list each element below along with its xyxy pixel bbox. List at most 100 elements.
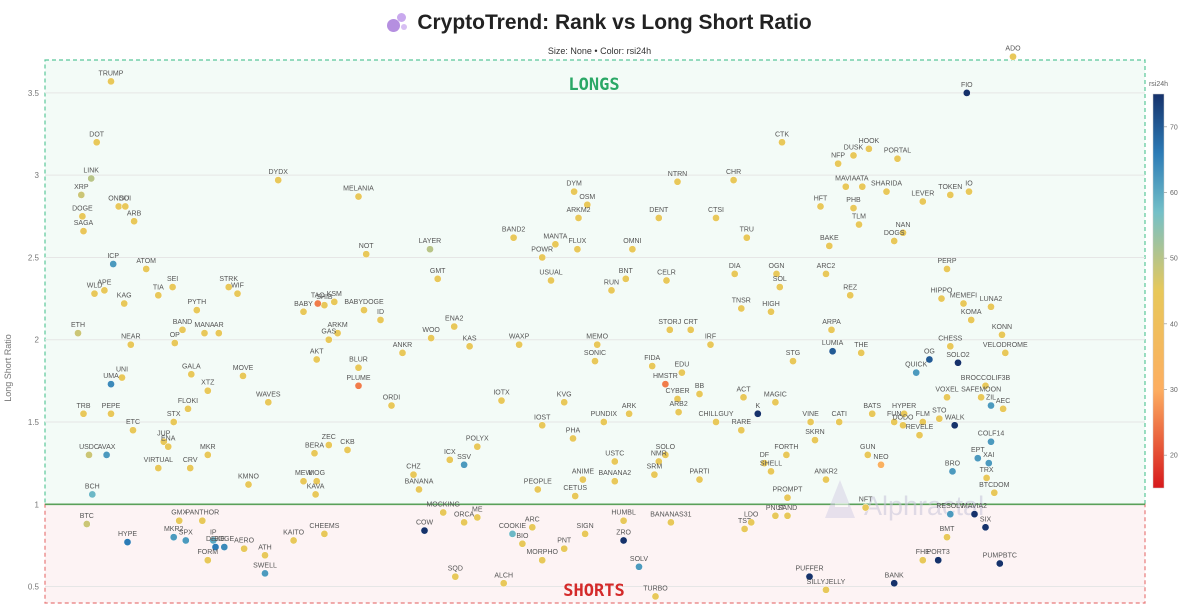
data-point[interactable] [181,536,190,545]
data-point[interactable] [473,513,482,522]
data-point[interactable] [729,176,738,184]
data-point[interactable] [740,525,749,533]
data-point[interactable] [100,286,109,295]
data-point[interactable] [882,187,891,196]
data-point[interactable] [937,294,946,303]
data-point[interactable] [509,233,518,242]
data-point[interactable] [159,437,168,446]
data-point[interactable] [170,339,179,347]
data-point[interactable] [398,349,407,357]
data-point[interactable] [822,475,830,484]
data-point[interactable] [695,475,704,484]
data-point[interactable] [333,329,342,337]
data-point[interactable] [376,316,385,324]
data-point[interactable] [74,329,82,337]
data-point[interactable] [650,470,659,479]
data-point[interactable] [198,516,207,525]
data-point[interactable] [661,380,670,389]
data-point[interactable] [211,543,220,551]
data-point[interactable] [946,342,955,351]
data-point[interactable] [877,460,885,469]
data-point[interactable] [311,490,320,499]
data-point[interactable] [775,283,784,291]
data-point[interactable] [220,543,229,551]
data-point[interactable] [772,270,781,278]
data-point[interactable] [712,418,720,426]
data-point[interactable] [610,477,619,486]
data-point[interactable] [439,508,448,517]
data-point[interactable] [1001,349,1010,357]
data-point[interactable] [967,316,976,324]
data-point[interactable] [129,426,137,435]
data-point[interactable] [849,151,858,160]
data-point[interactable] [651,592,660,601]
data-point[interactable] [581,530,589,538]
data-point[interactable] [244,480,253,489]
data-point[interactable] [954,358,962,367]
data-point[interactable] [667,518,675,527]
data-point[interactable] [460,518,468,527]
data-point[interactable] [118,373,126,382]
data-point[interactable] [154,464,163,472]
data-point[interactable] [782,451,791,459]
data-point[interactable] [409,470,418,479]
data-point[interactable] [261,569,269,578]
data-point[interactable] [695,390,704,398]
data-point[interactable] [962,89,971,97]
data-point[interactable] [619,516,628,525]
data-point[interactable] [320,301,329,310]
data-point[interactable] [420,526,429,535]
data-point[interactable] [619,536,628,545]
data-point[interactable] [948,467,957,476]
data-point[interactable] [427,334,435,342]
data-point[interactable] [899,228,907,237]
data-point[interactable] [528,523,537,532]
data-point[interactable] [518,539,527,548]
data-point[interactable] [970,510,979,518]
data-point[interactable] [900,409,908,418]
data-point[interactable] [538,253,547,262]
data-point[interactable] [621,274,630,283]
data-point[interactable] [1009,52,1017,61]
data-point[interactable] [312,355,321,364]
data-point[interactable] [674,408,683,416]
data-point[interactable] [999,404,1007,413]
data-point[interactable] [648,362,657,370]
data-point[interactable] [107,77,115,86]
data-point[interactable] [995,559,1004,568]
data-point[interactable] [77,191,86,199]
data-point[interactable] [868,409,877,418]
data-point[interactable] [114,202,123,211]
data-point[interactable] [661,451,670,459]
data-point[interactable] [987,437,995,446]
data-point[interactable] [515,340,523,349]
data-point[interactable] [737,426,746,435]
data-point[interactable] [858,182,867,191]
data-point[interactable] [168,283,177,291]
data-point[interactable] [465,342,474,351]
data-point[interactable] [760,459,769,467]
data-point[interactable] [828,347,837,356]
data-point[interactable] [354,192,363,201]
data-point[interactable] [169,418,178,426]
data-point[interactable] [959,299,968,308]
data-point[interactable] [533,485,542,494]
data-point[interactable] [573,245,582,254]
data-point[interactable] [943,533,951,542]
data-point[interactable] [673,177,682,186]
data-point[interactable] [739,393,748,402]
data-point[interactable] [706,340,715,349]
data-point[interactable] [289,536,298,545]
data-point[interactable] [890,237,899,245]
data-point[interactable] [835,418,844,426]
data-point[interactable] [822,270,830,278]
data-point[interactable] [239,372,247,380]
data-point[interactable] [811,436,819,444]
data-point[interactable] [123,538,132,546]
data-point[interactable] [203,556,212,565]
data-point[interactable] [899,421,907,430]
data-point[interactable] [712,214,720,222]
data-point[interactable] [497,396,506,405]
data-point[interactable] [742,233,751,242]
data-point[interactable] [825,242,834,250]
